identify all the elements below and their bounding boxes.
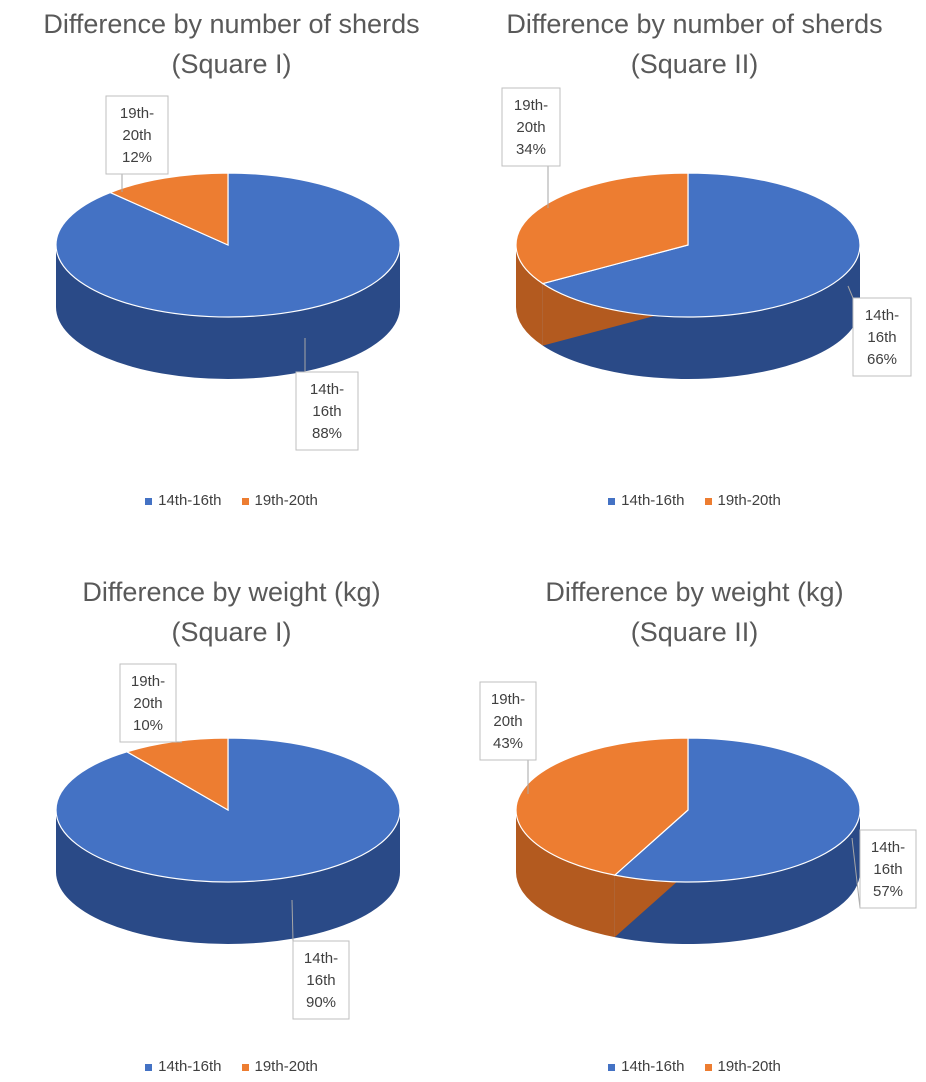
data-label-text: 16th [867,329,896,346]
label-box [852,297,912,377]
pie-slice [515,172,689,285]
data-label: 19th- 20th 10% [119,663,182,743]
data-label: 14th- 16th 66% [847,285,912,377]
leader-line [847,285,854,299]
data-label-text: 16th [312,403,341,420]
legend-label: 14th-16th [621,1058,685,1075]
data-label: 19th- 20th 43% [479,681,537,794]
label-box [119,663,177,743]
chart-title: Difference by number of sherds (Square I… [43,9,420,79]
legend-label: 14th-16th [158,1058,222,1075]
legend-swatch [145,1063,153,1071]
pie-slice-side [614,810,860,944]
label-box [501,87,561,167]
data-label-text: 19th- [514,97,548,114]
data-label-text: 16th [306,972,335,989]
data-label-text: 14th- [871,839,905,856]
data-label-text: 34% [516,141,546,158]
pie-slice-side [56,245,400,379]
legend: 14th-16th 19th-20th [0,1058,463,1075]
data-label: 19th- 20th 34% [501,87,561,208]
data-label-text: 19th- [131,673,165,690]
data-label-text: 57% [873,883,903,900]
label-box [295,371,359,451]
label-box [859,829,917,909]
data-label-text: 16th [873,861,902,878]
data-label-text: 20th [122,127,151,144]
data-label-text: 90% [306,994,336,1011]
legend-item: 19th-20th [704,492,781,509]
legend-label: 19th-20th [717,492,781,509]
chart-title: Difference by weight (kg) (Square I) [82,577,381,647]
data-label-text: 12% [122,149,152,166]
legend-item: 14th-16th [608,1058,685,1075]
data-label: 14th- 16th 57% [851,829,917,909]
data-label: 19th- 20th 12% [105,95,169,192]
legend-item: 14th-16th [145,1058,222,1075]
data-label-text: 14th- [304,950,338,967]
pie-slice-side [56,810,400,944]
legend-swatch [608,1063,616,1071]
pie-slice-side [516,245,543,346]
data-label-text: 14th- [865,307,899,324]
legend-item: 19th-20th [704,1058,781,1075]
legend: 14th-16th 19th-20th [463,492,926,509]
label-box [479,681,537,761]
chart-title: Difference by number of sherds (Square I… [506,9,883,79]
data-label-text: 10% [133,717,163,734]
pie-slice [55,737,401,883]
pie-slice-side [542,245,861,380]
data-label-text: 19th- [491,691,525,708]
legend-swatch [241,1063,249,1071]
legend-item: 19th-20th [241,492,318,509]
data-label-text: 66% [867,351,897,368]
leader-line [291,899,294,942]
pie-slice [613,737,861,883]
legend-item: 14th-16th [608,492,685,509]
legend-swatch [704,497,712,505]
data-label-text: 20th [133,695,162,712]
legend-label: 14th-16th [158,492,222,509]
data-label-text: 19th- [120,105,154,122]
data-label-text: 20th [516,119,545,136]
legend-swatch [704,1063,712,1071]
legend-item: 19th-20th [241,1058,318,1075]
pie-slice [108,172,229,246]
legend: 14th-16th 19th-20th [463,1058,926,1075]
leader-line [851,837,861,909]
legend-label: 14th-16th [621,492,685,509]
pie-slice [515,737,689,876]
legend-label: 19th-20th [254,492,318,509]
data-label-text: 43% [493,735,523,752]
legend-swatch [145,497,153,505]
data-label: 14th- 16th 90% [291,899,350,1020]
legend-item: 14th-16th [145,492,222,509]
legend-swatch [241,497,249,505]
label-box [292,940,350,1020]
pie-slice-side [516,810,615,938]
data-label: 14th- 16th 88% [295,338,359,451]
label-box [105,95,169,175]
legend: 14th-16th 19th-20th [0,492,463,509]
legend-label: 19th-20th [717,1058,781,1075]
legend-label: 19th-20th [254,1058,318,1075]
data-label-text: 88% [312,425,342,442]
data-label-text: 14th- [310,381,344,398]
data-label-text: 20th [493,713,522,730]
legend-swatch [608,497,616,505]
chart-title: Difference by weight (kg) (Square II) [545,577,844,647]
pie-slice [541,172,861,318]
